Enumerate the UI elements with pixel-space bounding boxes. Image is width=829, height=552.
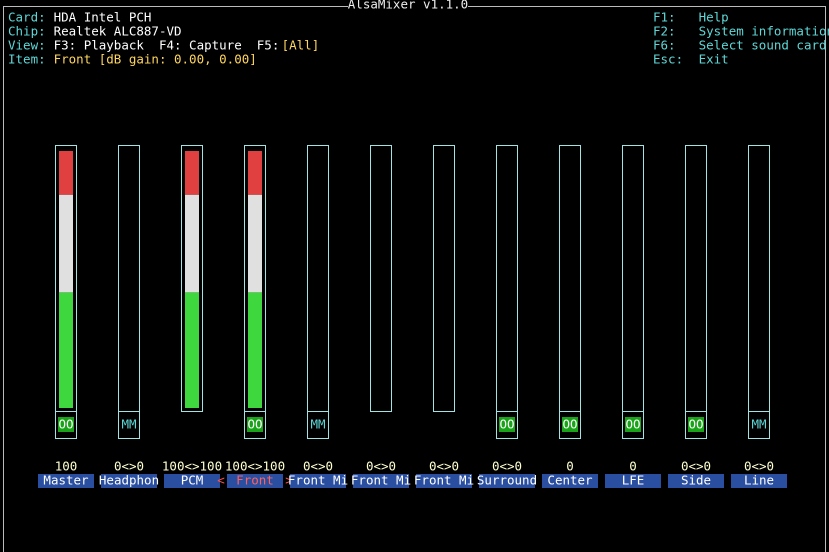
bar-fill xyxy=(59,151,73,408)
help-key: Esc: xyxy=(653,52,683,67)
mute-frame xyxy=(685,411,707,439)
mute-bg xyxy=(562,417,578,432)
mute-bg xyxy=(499,417,515,432)
select-left: < xyxy=(217,473,225,488)
mute-state: OO xyxy=(58,417,73,432)
info-value: Front [dB gain: 0.00, 0.00] xyxy=(54,52,257,67)
mute-bg xyxy=(688,417,704,432)
bar-frame xyxy=(370,145,392,412)
bar-segment xyxy=(185,151,199,195)
mute-state: MM xyxy=(121,417,136,432)
mute-state: OO xyxy=(562,417,577,432)
bar-segment xyxy=(59,151,73,195)
name-bg xyxy=(416,474,472,488)
channel-name: Front xyxy=(236,473,274,488)
name-bg xyxy=(38,474,94,488)
channel-name: Side xyxy=(681,473,711,488)
select-right: > xyxy=(285,473,293,488)
info-value: F3: Playback F4: Capture F5: xyxy=(54,38,280,53)
mute-frame xyxy=(559,411,581,439)
bar-segment xyxy=(248,151,262,195)
mute-bg xyxy=(625,417,641,432)
bar-frame xyxy=(181,145,203,412)
bar-segment xyxy=(185,292,199,408)
bar-frame xyxy=(433,145,455,412)
channel-name: Front Mi xyxy=(351,473,411,488)
help-key: F6: xyxy=(653,38,676,53)
name-bg xyxy=(542,474,598,488)
name-bg xyxy=(101,474,157,488)
mute-frame xyxy=(748,411,770,439)
channel-name: Surround xyxy=(477,473,537,488)
value-label: 0<>0 xyxy=(492,459,522,474)
value-label: 0 xyxy=(629,459,637,474)
name-bg xyxy=(290,474,346,488)
channel-name: LFE xyxy=(622,473,645,488)
info-value: Realtek ALC887-VD xyxy=(54,24,182,39)
channel-name: Front Mi xyxy=(414,473,474,488)
help-text: Help xyxy=(699,10,729,25)
mute-frame xyxy=(244,411,266,439)
name-bg xyxy=(164,474,220,488)
value-label: 100<>100 xyxy=(225,459,285,474)
title: AlsaMixer v1.1.0 xyxy=(348,0,468,12)
bar-segment xyxy=(185,194,199,293)
value-label: 0<>0 xyxy=(114,459,144,474)
mute-state: OO xyxy=(688,417,703,432)
bar-segment xyxy=(248,194,262,293)
name-bg xyxy=(353,474,409,488)
help-key: F1: xyxy=(653,10,676,25)
info-value: HDA Intel PCH xyxy=(54,10,152,25)
bar-fill xyxy=(185,151,199,408)
name-bg xyxy=(731,474,787,488)
bar-segment xyxy=(59,292,73,408)
mute-bg xyxy=(58,417,74,432)
value-label: 0<>0 xyxy=(303,459,333,474)
name-bg xyxy=(668,474,724,488)
mute-frame xyxy=(307,411,329,439)
mute-state: MM xyxy=(751,417,766,432)
mute-frame xyxy=(55,411,77,439)
channel-name: Master xyxy=(43,473,89,488)
channel-name: Front Mi xyxy=(288,473,348,488)
info-label: Item: xyxy=(8,52,46,67)
mute-state: OO xyxy=(625,417,640,432)
info-extra: [All] xyxy=(282,38,320,53)
value-label: 100<>100 xyxy=(162,459,222,474)
mute-frame xyxy=(118,411,140,439)
mute-frame xyxy=(622,411,644,439)
bar-segment xyxy=(59,194,73,293)
channel-name: PCM xyxy=(181,473,204,488)
mute-state: MM xyxy=(310,417,325,432)
bar-fill xyxy=(248,151,262,408)
mute-state: OO xyxy=(499,417,514,432)
help-text: Exit xyxy=(699,52,729,67)
name-bg xyxy=(479,474,535,488)
mute-state: OO xyxy=(247,417,262,432)
channel-name: Line xyxy=(744,473,774,488)
name-bg xyxy=(605,474,661,488)
info-label: View: xyxy=(8,38,46,53)
info-label: Card: xyxy=(8,10,46,25)
help-key: F2: xyxy=(653,24,676,39)
info-label: Chip: xyxy=(8,24,46,39)
value-label: 0<>0 xyxy=(366,459,396,474)
value-label: 0 xyxy=(566,459,574,474)
value-label: 100 xyxy=(55,459,78,474)
bar-segment xyxy=(248,292,262,408)
value-label: 0<>0 xyxy=(429,459,459,474)
title-bg xyxy=(348,0,468,12)
channel-name: Headphon xyxy=(99,473,159,488)
name-bg xyxy=(227,474,283,488)
help-text: Select sound card xyxy=(699,38,827,53)
value-label: 0<>0 xyxy=(744,459,774,474)
value-label: 0<>0 xyxy=(681,459,711,474)
help-text: System information xyxy=(699,24,829,39)
mute-bg xyxy=(247,417,263,432)
mute-frame xyxy=(496,411,518,439)
channel-name: Center xyxy=(547,473,593,488)
